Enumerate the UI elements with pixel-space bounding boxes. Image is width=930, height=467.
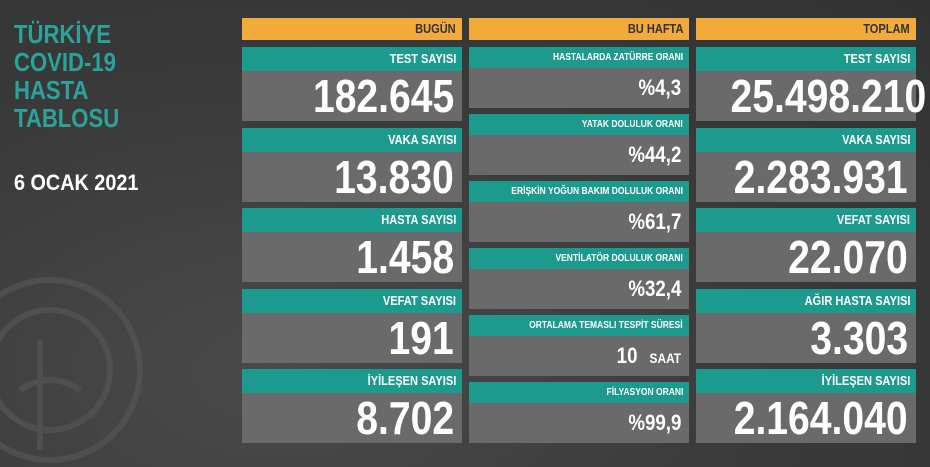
- card-value: 25.498.210: [696, 71, 926, 121]
- column-header: BUGÜN: [242, 18, 462, 40]
- card-value: %44,2: [469, 135, 689, 175]
- card-value: 182.645: [242, 71, 462, 121]
- value-text: 8.702: [356, 392, 454, 444]
- value-text: 13.830: [334, 150, 454, 203]
- date: 6 OCAK 2021: [14, 170, 139, 195]
- header-text: TOPLAM: [863, 21, 910, 36]
- value-text: 22.070: [788, 231, 908, 283]
- card-value: 22.070: [696, 232, 916, 282]
- card-label: FİLYASYON ORANI: [469, 382, 689, 403]
- value-text: 3.303: [810, 311, 908, 364]
- card-value: %32,4: [469, 269, 689, 309]
- label-text: İYİLEŞEN SAYISI: [367, 373, 456, 388]
- title-line: TÜRKİYE: [14, 19, 112, 49]
- card-label: VEFAT SAYISI: [242, 288, 462, 313]
- title: TÜRKİYE COVID-19 HASTA TABLOSU: [14, 20, 119, 132]
- card-label: TEST SAYISI: [696, 47, 916, 71]
- label-text: VAKA SAYISI: [387, 131, 456, 147]
- label-text: ERİŞKİN YOĞUN BAKIM DOLULUK ORANI: [511, 186, 683, 197]
- card-label: YATAK DOLULUK ORANI: [469, 114, 689, 135]
- card-value: 10 SAAT: [469, 336, 689, 376]
- card-value: %61,7: [469, 202, 689, 242]
- card-label: VAKA SAYISI: [242, 127, 462, 152]
- label-text: YATAK DOLULUK ORANI: [582, 119, 683, 130]
- label-text: VAKA SAYISI: [841, 131, 910, 147]
- label-text: TEST SAYISI: [389, 51, 456, 66]
- column-header: TOPLAM: [696, 18, 916, 40]
- column-header: BU HAFTA: [469, 18, 689, 40]
- header-text: BU HAFTA: [627, 21, 683, 36]
- card-value: 2.283.931: [696, 150, 916, 203]
- card-label: ORTALAMA TEMASLI TESPİT SÜRESİ: [469, 315, 689, 336]
- card-value: %99,9: [469, 403, 689, 443]
- card-label: AĞIR HASTA SAYISI: [696, 288, 916, 313]
- label-text: VEFAT SAYISI: [836, 212, 910, 227]
- value-text: 2.164.040: [734, 392, 908, 444]
- card-label: HASTALARDA ZATÜRRE ORANI: [469, 47, 689, 68]
- label-text: TEST SAYISI: [843, 51, 910, 66]
- value-text: %99,9: [627, 410, 681, 435]
- card-label: İYİLEŞEN SAYISI: [242, 369, 462, 393]
- card-label: HASTA SAYISI: [242, 208, 462, 232]
- value-text: 191: [388, 311, 454, 364]
- unit-text: SAAT: [649, 350, 681, 366]
- label-text: ORTALAMA TEMASLI TESPİT SÜRESİ: [529, 320, 683, 331]
- title-line: HASTA: [14, 75, 89, 105]
- card-label: VENTİLATÖR DOLULUK ORANI: [469, 248, 689, 269]
- card-value: 3.303: [696, 311, 916, 364]
- label-text: HASTA SAYISI: [380, 212, 456, 227]
- value-text: %32,4: [627, 276, 681, 301]
- value-text: 2.283.931: [734, 150, 908, 203]
- label-text: VEFAT SAYISI: [382, 292, 456, 308]
- card-label: İYİLEŞEN SAYISI: [696, 369, 916, 393]
- value-text: %4,3: [638, 75, 681, 100]
- label-text: İYİLEŞEN SAYISI: [821, 373, 910, 388]
- label-text: HASTALARDA ZATÜRRE ORANI: [552, 52, 683, 63]
- title-line: COVID-19: [14, 47, 116, 77]
- card-label: TEST SAYISI: [242, 47, 462, 71]
- card-value: %4,3: [469, 68, 689, 108]
- header-text: BUGÜN: [415, 21, 456, 36]
- card-value: 13.830: [242, 150, 462, 203]
- card-label: VEFAT SAYISI: [696, 208, 916, 232]
- card-value: 1.458: [242, 232, 462, 282]
- card-value: 191: [242, 311, 462, 364]
- card-label: ERİŞKİN YOĞUN BAKIM DOLULUK ORANI: [469, 181, 689, 202]
- card-value: 8.702: [242, 393, 462, 443]
- card-value: 2.164.040: [696, 393, 916, 443]
- label-text: FİLYASYON ORANI: [606, 387, 683, 398]
- value-text: 1.458: [356, 231, 454, 283]
- value-text: 10: [617, 343, 638, 368]
- label-text: AĞIR HASTA SAYISI: [804, 292, 910, 308]
- card-label: VAKA SAYISI: [696, 127, 916, 152]
- emblem: [0, 277, 143, 463]
- title-line: TABLOSU: [14, 103, 120, 133]
- value-text: 25.498.210: [730, 70, 927, 122]
- value-text: %61,7: [627, 209, 681, 234]
- value-text: 182.645: [312, 70, 454, 122]
- value-text: %44,2: [627, 142, 681, 167]
- label-text: VENTİLATÖR DOLULUK ORANI: [555, 253, 683, 264]
